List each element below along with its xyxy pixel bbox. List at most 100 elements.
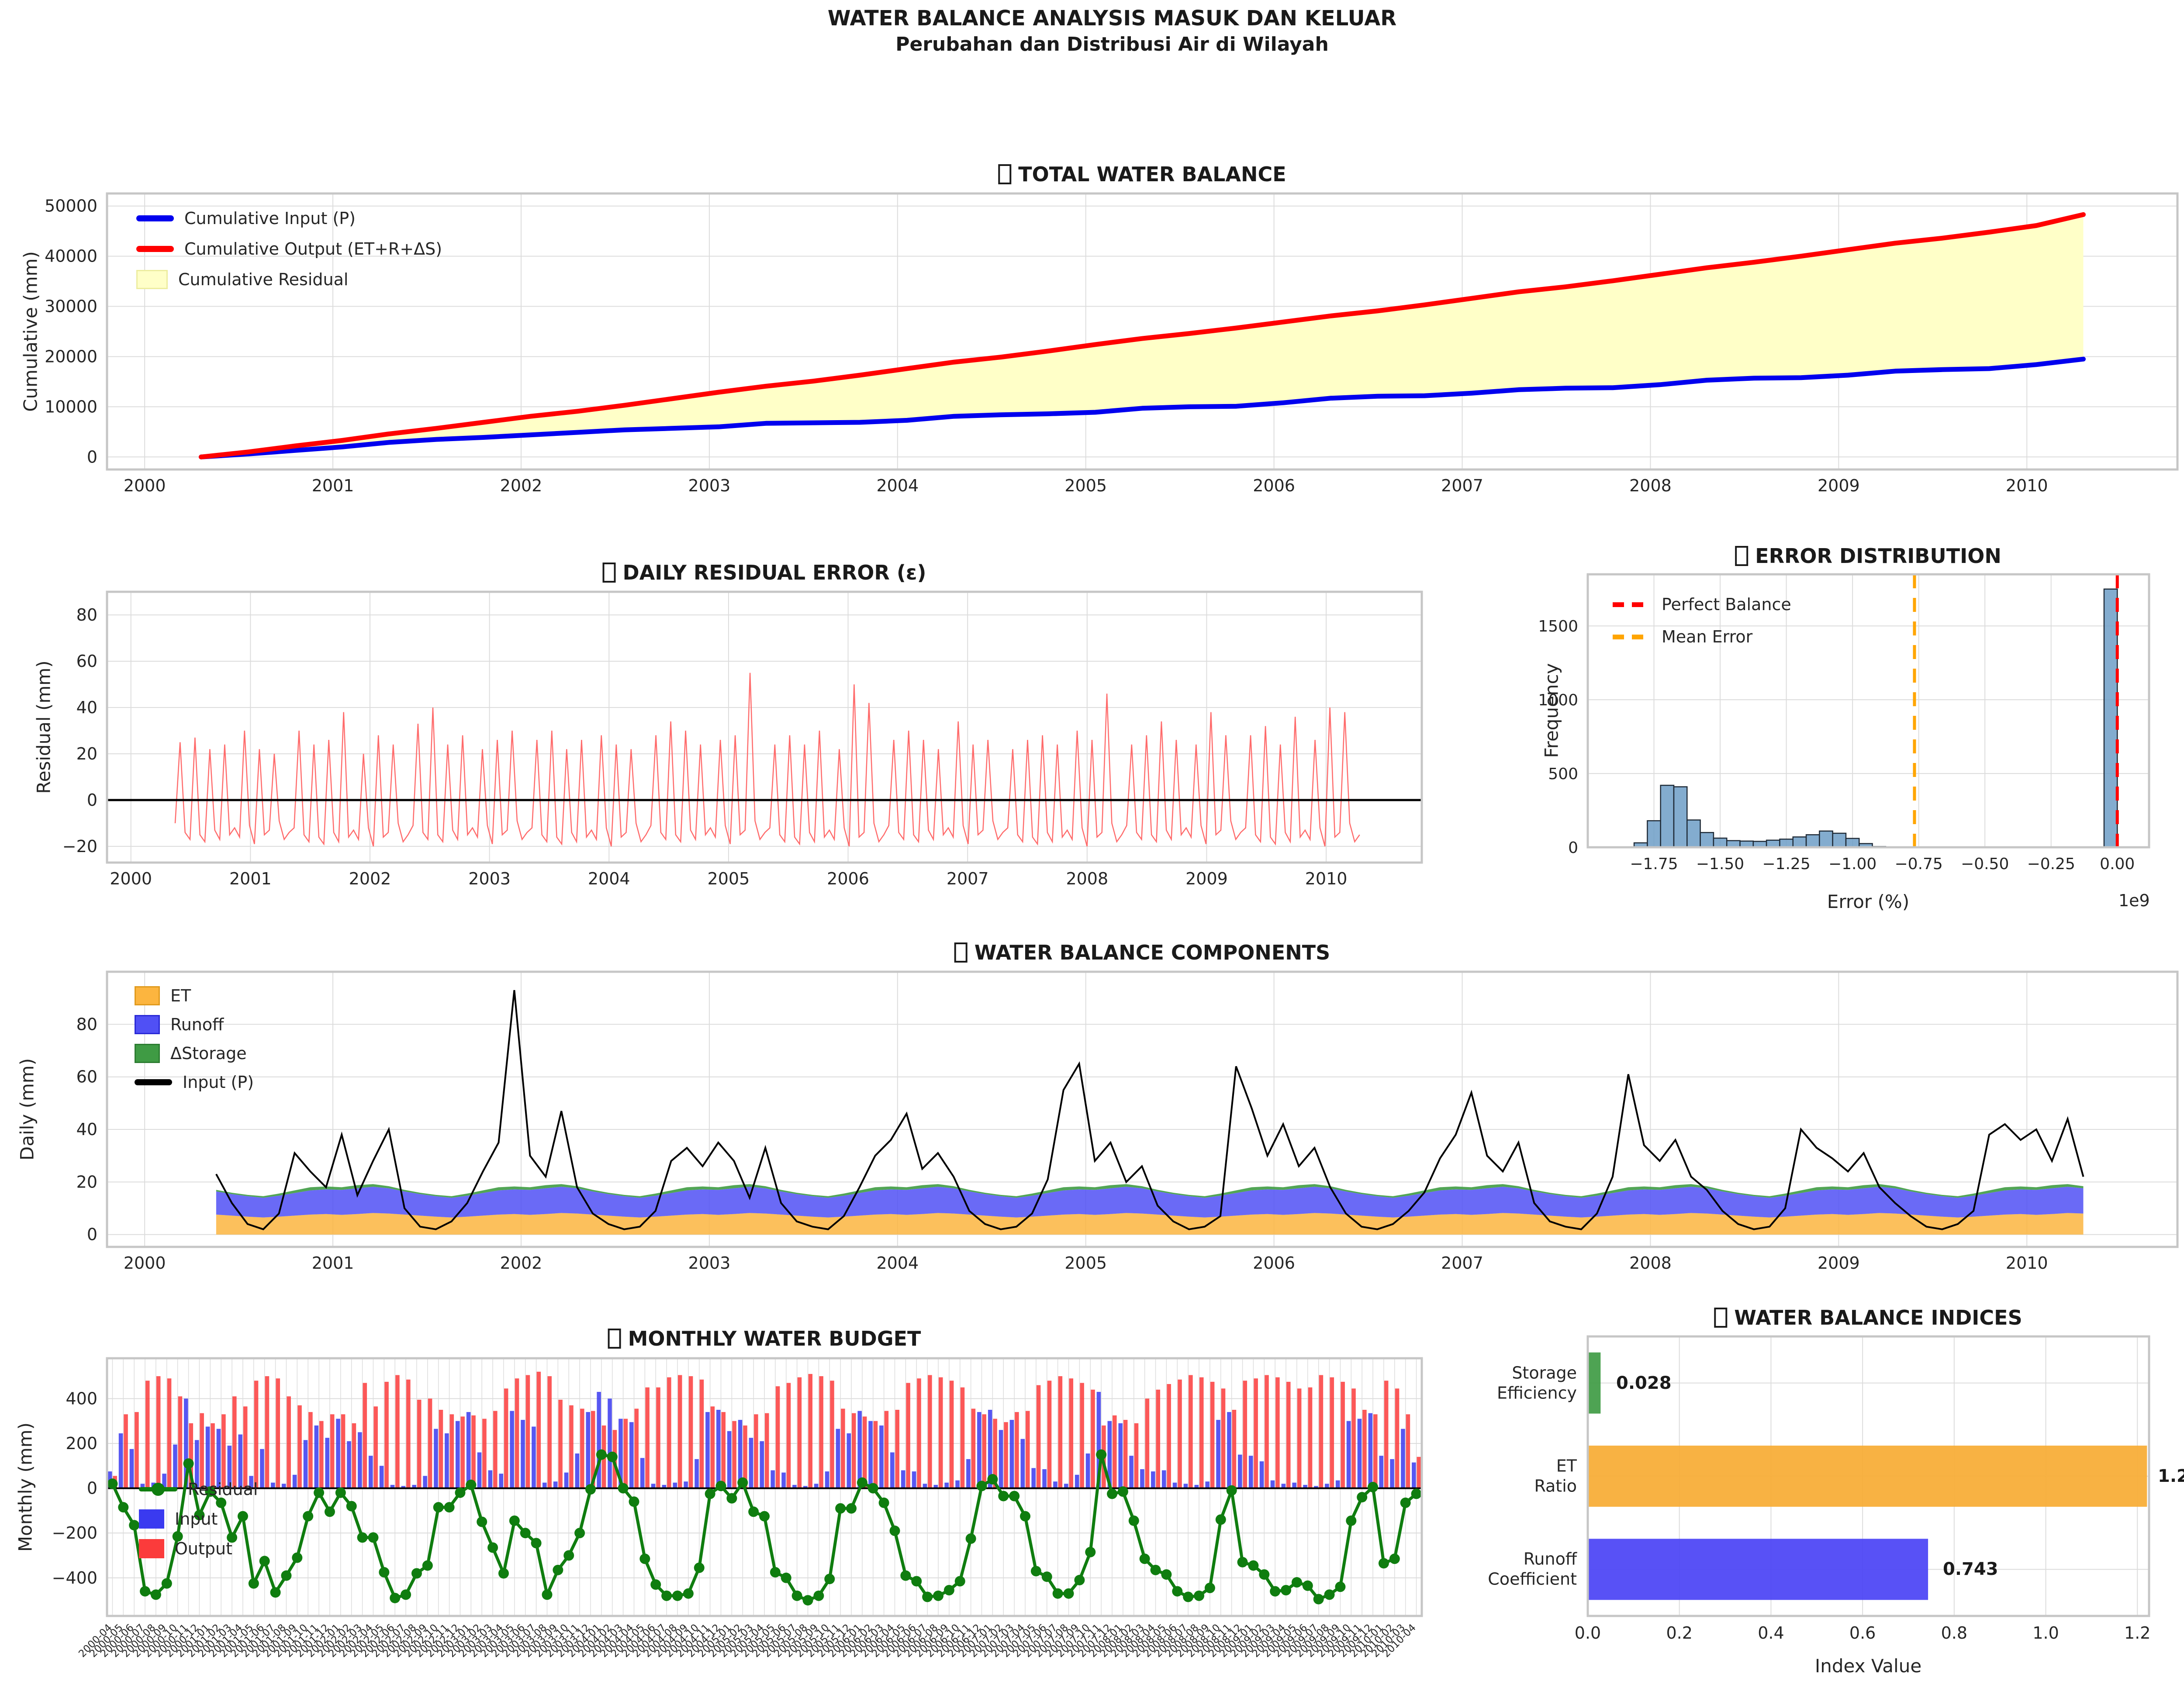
input-bar [629, 1422, 634, 1488]
input-bar [205, 1426, 210, 1488]
output-bar [1254, 1378, 1258, 1488]
residual-marker [498, 1568, 509, 1579]
input-bar [1390, 1459, 1394, 1488]
svg-text:50000: 50000 [45, 197, 97, 216]
svg-text:−1.75: −1.75 [1630, 855, 1678, 873]
svg-text:0: 0 [1568, 839, 1578, 857]
et-area [216, 1213, 2084, 1235]
residual-marker [715, 1481, 726, 1491]
chart-title-total-water-balance: TOTAL WATER BALANCE [998, 162, 1286, 186]
input-bar [1107, 1421, 1112, 1488]
output-bar [341, 1414, 346, 1488]
svg-text:0: 0 [87, 790, 97, 810]
residual-marker [987, 1474, 998, 1485]
svg-text:2005: 2005 [708, 869, 750, 888]
ylabel-residual: Residual (mm) [33, 660, 55, 794]
output-bar [808, 1374, 813, 1488]
residual-marker [1009, 1491, 1020, 1502]
output-bar [1330, 1377, 1334, 1488]
residual-marker [1411, 1488, 1422, 1499]
input-bar [1412, 1462, 1416, 1488]
output-bar [623, 1419, 628, 1488]
residual-marker [401, 1589, 411, 1600]
input-bar [738, 1420, 743, 1488]
output-bar [1362, 1410, 1367, 1488]
cumulative-residual-patch-swatch [136, 270, 168, 289]
input-bar [445, 1433, 449, 1488]
svg-text:2000: 2000 [124, 1253, 166, 1273]
residual-marker [1400, 1497, 1411, 1508]
svg-text:2010: 2010 [2006, 1253, 2048, 1273]
output-bar [547, 1376, 552, 1488]
input-bar [716, 1410, 721, 1488]
input-bar [749, 1438, 753, 1488]
input-bar [1096, 1391, 1101, 1488]
residual-marker [1335, 1581, 1346, 1592]
svg-text:0.2: 0.2 [1666, 1623, 1692, 1643]
missing-glyph-icon [608, 1329, 621, 1349]
residual-marker [791, 1590, 802, 1601]
svg-text:2008: 2008 [1629, 476, 1672, 495]
input-bar [1227, 1412, 1231, 1488]
input-bar [825, 1471, 829, 1488]
output-bar [200, 1413, 204, 1488]
output-bar [189, 1423, 194, 1488]
residual-marker [1183, 1591, 1194, 1602]
input-bar [1325, 1484, 1329, 1488]
residual-marker [390, 1592, 401, 1603]
input-bar [390, 1484, 395, 1488]
residual-marker [107, 1478, 118, 1489]
input-bar [455, 1421, 460, 1488]
output-bar [677, 1375, 682, 1488]
input-bar [216, 1429, 221, 1488]
input-bar [140, 1484, 145, 1488]
mean-error-dash-swatch [1613, 634, 1651, 639]
output-bar [1308, 1387, 1313, 1488]
input-bar [803, 1486, 808, 1488]
legend-item: Input (P) [135, 1073, 254, 1092]
output-bar [591, 1411, 595, 1488]
chart-title-daily-residual-error: DAILY RESIDUAL ERROR (ε) [602, 561, 926, 584]
svg-text:−400: −400 [52, 1568, 97, 1588]
residual-marker [639, 1553, 650, 1564]
input-bar [412, 1484, 416, 1488]
svg-text:−1.00: −1.00 [1828, 855, 1876, 873]
input-bar [1075, 1474, 1079, 1488]
input-bar [1238, 1454, 1242, 1488]
output-bar [852, 1413, 856, 1488]
input-bar [1042, 1469, 1047, 1488]
residual-marker [943, 1585, 954, 1595]
output-bar [1113, 1415, 1117, 1488]
input-bar [705, 1412, 710, 1488]
water-balance-indices-plot: 0.0 0.2 0.4 0.6 0.8 1.0 1.2 [1575, 1335, 2150, 1643]
residual-marker [585, 1484, 596, 1495]
svg-text:0: 0 [87, 447, 97, 466]
chart-title-water-balance-components: WATER BALANCE COMPONENTS [954, 941, 1330, 964]
legend-item: Mean Error [1613, 627, 1791, 646]
residual-marker [227, 1532, 238, 1543]
legend-item: Cumulative Input (P) [136, 209, 442, 228]
output-bar [395, 1375, 400, 1488]
residual-marker [954, 1576, 965, 1587]
ylabel-frequency: Frequency [1541, 663, 1562, 758]
input-bar [194, 1440, 199, 1488]
legend-item: Runoff [135, 1015, 254, 1034]
output-bar [428, 1398, 432, 1488]
input-bar [868, 1421, 873, 1488]
input-bar [1270, 1480, 1275, 1488]
svg-text:2002: 2002 [500, 1253, 543, 1273]
input-bar [347, 1441, 351, 1488]
output-bar [862, 1416, 867, 1488]
output-bar [569, 1405, 574, 1488]
output-bar [1395, 1388, 1400, 1488]
input-bar [847, 1433, 851, 1488]
input-bar [1129, 1456, 1133, 1488]
hist-bar [1700, 832, 1714, 848]
output-bar [558, 1399, 563, 1488]
output-bar [1026, 1411, 1030, 1488]
output-bar [917, 1378, 921, 1488]
cumulative-output-line [199, 212, 2086, 459]
svg-text:1.2: 1.2 [2124, 1623, 2150, 1643]
residual-marker [1378, 1558, 1389, 1569]
index-value-label-runoff: 0.743 [1943, 1559, 1998, 1579]
